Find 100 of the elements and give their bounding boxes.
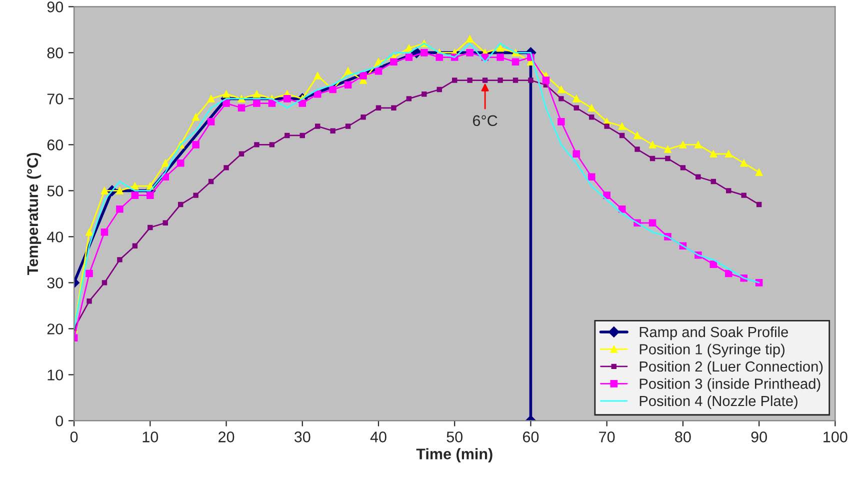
point: [756, 202, 762, 208]
point: [207, 95, 215, 102]
point: [618, 122, 626, 130]
point: [391, 105, 396, 110]
point: [496, 44, 504, 52]
point: [86, 270, 93, 278]
point: [496, 54, 504, 61]
point: [102, 280, 108, 286]
x-tick-label: 60: [523, 432, 539, 442]
point: [466, 35, 474, 43]
point: [588, 104, 596, 112]
point: [648, 141, 656, 148]
point: [374, 67, 382, 75]
x-tick-label: 70: [599, 432, 615, 442]
point: [452, 78, 458, 83]
point: [603, 192, 610, 199]
x-tick-label: 0: [70, 432, 78, 442]
point: [86, 228, 93, 236]
point: [360, 114, 366, 120]
point: [755, 168, 763, 176]
x-tick-label: 90: [751, 432, 767, 442]
point: [116, 187, 124, 194]
y-axis-title: Temperature (°C): [26, 152, 42, 276]
point: [116, 205, 124, 213]
point: [558, 118, 565, 126]
point: [254, 142, 260, 148]
point: [148, 224, 153, 230]
point: [572, 150, 580, 158]
annotation: 6°C: [473, 115, 498, 126]
point: [268, 100, 276, 107]
point: [572, 95, 580, 102]
point: [162, 220, 168, 226]
point: [376, 105, 382, 110]
x-tick-label: 40: [370, 432, 386, 442]
point: [405, 54, 413, 61]
point: [710, 150, 718, 158]
point: [269, 142, 275, 148]
legend-label: Position 2 (Luer Connection): [640, 360, 823, 375]
point: [344, 67, 352, 75]
y-tick-label: 50: [47, 186, 64, 196]
point: [238, 104, 246, 112]
point: [100, 187, 108, 194]
point: [374, 58, 382, 66]
point: [650, 156, 656, 162]
point: [176, 159, 184, 167]
x-tick-label: 50: [446, 432, 463, 442]
x-tick-label: 80: [675, 432, 691, 442]
point: [222, 90, 230, 98]
point: [314, 90, 322, 98]
point: [726, 188, 732, 194]
y-tick-label: 90: [47, 2, 64, 12]
point: [589, 114, 594, 120]
point: [422, 91, 427, 97]
point: [131, 192, 139, 199]
point: [344, 81, 352, 89]
point: [619, 132, 625, 138]
point: [406, 96, 412, 102]
point: [696, 174, 701, 180]
legend-label: Position 1 (Syringe tip): [640, 344, 784, 358]
point: [117, 257, 122, 262]
point: [207, 118, 215, 126]
point: [482, 78, 488, 83]
point: [238, 151, 244, 156]
y-tick-label: 20: [47, 324, 64, 334]
point: [420, 49, 428, 56]
point: [512, 58, 520, 66]
point: [694, 141, 702, 148]
point: [222, 100, 230, 107]
y-tick-label: 30: [47, 278, 64, 288]
y-tick-label: 10: [48, 370, 64, 380]
point: [710, 178, 716, 184]
point: [208, 178, 214, 184]
point: [542, 76, 550, 84]
x-tick-label: 30: [294, 432, 310, 442]
point: [405, 44, 413, 52]
point: [741, 192, 746, 198]
legend-label: Ramp and Soak Profile: [640, 326, 788, 340]
point: [665, 156, 670, 162]
point: [178, 202, 184, 208]
point: [192, 141, 200, 148]
point: [131, 182, 139, 190]
legend-label: Position 3 (inside Printhead): [640, 378, 820, 392]
point: [132, 243, 138, 248]
point: [192, 113, 200, 121]
point: [528, 78, 534, 83]
point: [298, 100, 306, 107]
point: [253, 100, 260, 107]
point: [162, 159, 170, 167]
point: [253, 90, 260, 98]
point: [740, 159, 748, 167]
point: [86, 298, 92, 304]
point: [724, 150, 732, 158]
point: [512, 78, 518, 83]
point: [315, 124, 320, 129]
point: [436, 54, 444, 61]
point: [724, 270, 732, 278]
point: [193, 192, 198, 198]
point: [360, 72, 367, 80]
point: [710, 260, 718, 268]
point: [558, 96, 564, 102]
